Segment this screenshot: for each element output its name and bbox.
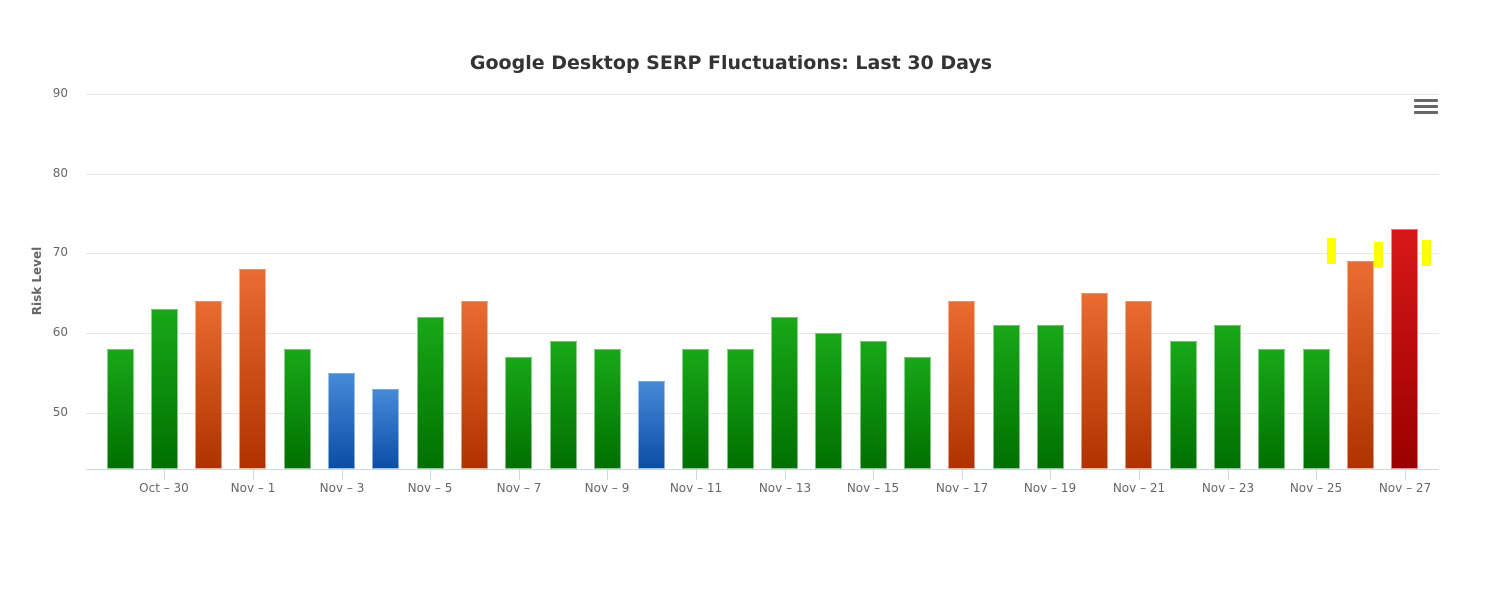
bar[interactable] xyxy=(638,381,665,469)
bar[interactable] xyxy=(1170,341,1197,469)
x-tick-label: Nov – 17 xyxy=(935,481,989,495)
bar[interactable] xyxy=(771,317,798,469)
bar[interactable] xyxy=(1081,293,1108,469)
y-tick-label: 80 xyxy=(52,166,68,180)
x-tick-label: Nov – 9 xyxy=(584,481,630,495)
bar[interactable] xyxy=(461,301,488,469)
annotation-marker xyxy=(1327,238,1336,264)
grid-line xyxy=(86,413,1439,414)
x-tick-label: Oct – 30 xyxy=(139,481,189,495)
x-tick-label: Nov – 11 xyxy=(669,481,723,495)
x-tick xyxy=(785,470,786,480)
x-tick-label: Nov – 27 xyxy=(1378,481,1432,495)
bar[interactable] xyxy=(328,373,355,469)
bar[interactable] xyxy=(1214,325,1241,469)
bar[interactable] xyxy=(815,333,842,469)
annotation-marker xyxy=(1422,240,1431,266)
chart-title: Google Desktop SERP Fluctuations: Last 3… xyxy=(469,52,993,74)
grid-line xyxy=(86,253,1439,254)
bar[interactable] xyxy=(417,317,444,469)
x-tick-label: Nov – 19 xyxy=(1023,481,1077,495)
bar[interactable] xyxy=(372,389,399,469)
y-tick-label: 90 xyxy=(52,86,68,100)
x-tick xyxy=(1405,470,1406,480)
x-axis-line xyxy=(86,469,1439,470)
bar[interactable] xyxy=(151,309,178,469)
grid-line xyxy=(86,174,1439,175)
x-tick xyxy=(1050,470,1051,480)
bar[interactable] xyxy=(239,269,266,469)
bar[interactable] xyxy=(107,349,134,469)
x-tick-label: Nov – 15 xyxy=(846,481,900,495)
bar[interactable] xyxy=(284,349,311,469)
x-tick xyxy=(873,470,874,480)
y-tick-label: 50 xyxy=(52,405,68,419)
bar[interactable] xyxy=(550,341,577,469)
x-tick xyxy=(1228,470,1229,480)
annotation-marker xyxy=(1374,242,1383,268)
x-tick xyxy=(253,470,254,480)
x-tick xyxy=(607,470,608,480)
bar[interactable] xyxy=(1347,261,1374,469)
x-tick xyxy=(519,470,520,480)
x-tick-label: Nov – 25 xyxy=(1289,481,1343,495)
bar[interactable] xyxy=(860,341,887,469)
bar[interactable] xyxy=(195,301,222,469)
x-tick-label: Nov – 7 xyxy=(496,481,542,495)
x-tick-label: Nov – 21 xyxy=(1112,481,1166,495)
bar[interactable] xyxy=(904,357,931,469)
bar[interactable] xyxy=(727,349,754,469)
bar[interactable] xyxy=(594,349,621,469)
bar[interactable] xyxy=(1125,301,1152,469)
hamburger-menu-icon[interactable] xyxy=(1414,99,1438,117)
x-tick xyxy=(164,470,165,480)
x-tick xyxy=(342,470,343,480)
bar[interactable] xyxy=(1303,349,1330,469)
x-tick-label: Nov – 1 xyxy=(230,481,276,495)
x-tick xyxy=(430,470,431,480)
x-tick-label: Nov – 5 xyxy=(407,481,453,495)
grid-line xyxy=(86,94,1439,95)
x-tick-label: Nov – 13 xyxy=(758,481,812,495)
grid-line xyxy=(86,333,1439,334)
bar[interactable] xyxy=(993,325,1020,469)
x-tick xyxy=(962,470,963,480)
y-tick-label: 60 xyxy=(52,325,68,339)
bar[interactable] xyxy=(1037,325,1064,469)
x-tick-label: Nov – 3 xyxy=(319,481,365,495)
x-tick-label: Nov – 23 xyxy=(1201,481,1255,495)
x-tick xyxy=(1139,470,1140,480)
bar[interactable] xyxy=(1391,229,1418,469)
x-tick xyxy=(696,470,697,480)
bar[interactable] xyxy=(505,357,532,469)
y-tick-label: 70 xyxy=(52,245,68,259)
x-tick xyxy=(1316,470,1317,480)
bar[interactable] xyxy=(1258,349,1285,469)
bar[interactable] xyxy=(948,301,975,469)
bar[interactable] xyxy=(682,349,709,469)
